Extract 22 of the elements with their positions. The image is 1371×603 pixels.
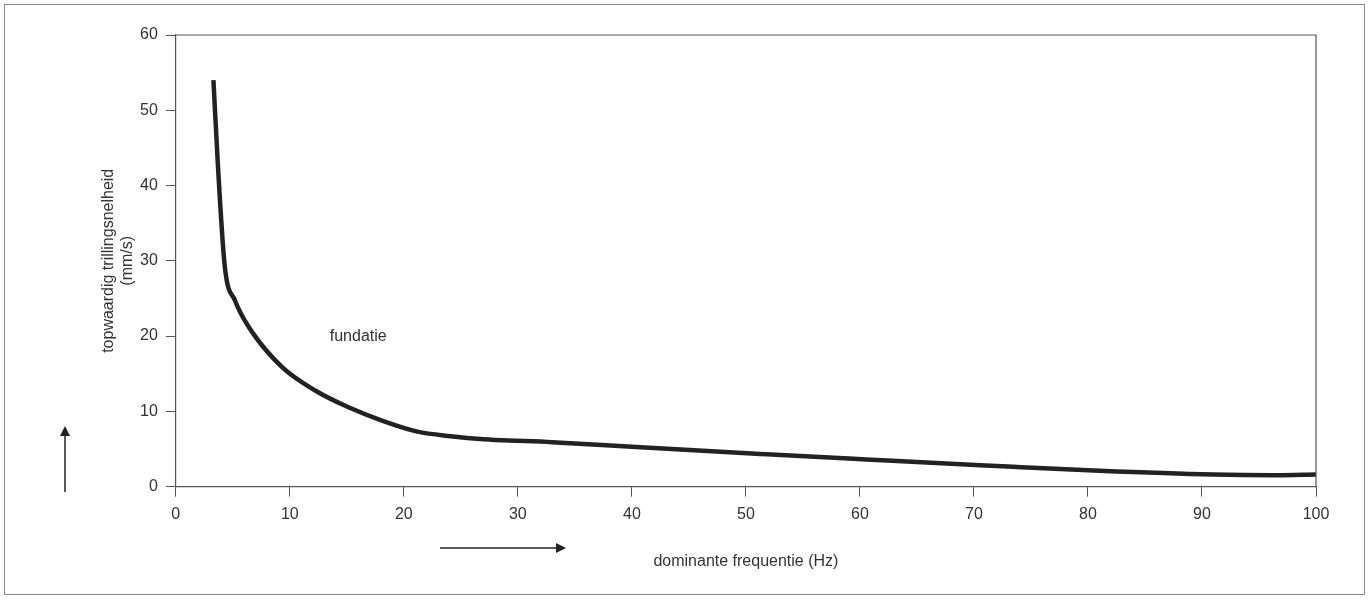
x-tick-label: 90: [1193, 504, 1211, 522]
x-tick-label: 40: [622, 504, 641, 522]
x-tick-label: 30: [508, 504, 527, 522]
y-tick-label: 60: [140, 25, 158, 43]
y-axis-title: topwaardig trillingsnelheid (mm/s): [98, 168, 135, 353]
x-tick-label: 10: [280, 504, 299, 522]
x-tick-label: 60: [851, 504, 869, 522]
x-tick-label: 0: [171, 504, 181, 522]
x-tick-label: 20: [394, 504, 413, 522]
y-tick-label: 30: [140, 251, 158, 269]
y-tick-label: 0: [148, 477, 158, 495]
x-tick-label: 80: [1079, 504, 1097, 522]
y-tick-label: 20: [140, 326, 158, 344]
x-tick-label: 50: [737, 504, 755, 522]
x-tick-label: 100: [1302, 504, 1330, 522]
x-axis-title: dominante frequentie (Hz): [653, 551, 839, 569]
x-tick-label: 70: [965, 504, 983, 522]
line-series: [211, 77, 1316, 478]
y-tick-label: 10: [140, 401, 158, 419]
y-tick-label: 50: [140, 100, 158, 118]
y-tick-label: 40: [140, 175, 158, 193]
annotation: fundatie: [329, 326, 387, 344]
